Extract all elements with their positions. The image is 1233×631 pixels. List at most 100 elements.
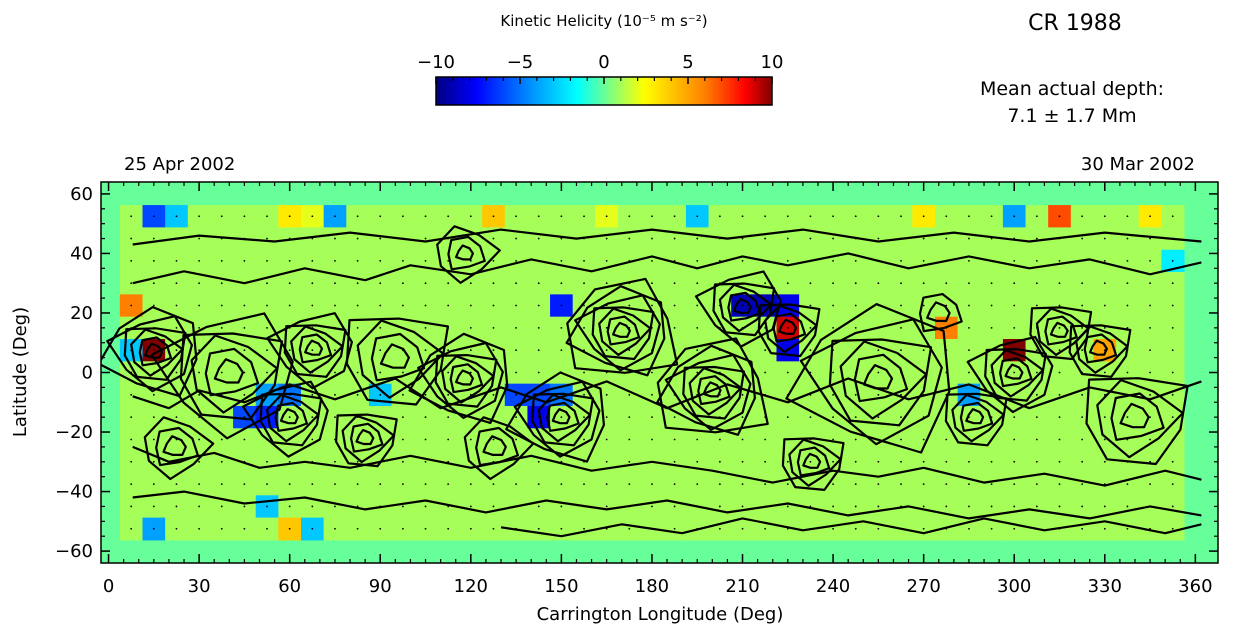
grid-dot	[1058, 371, 1061, 374]
grid-dot	[900, 326, 902, 329]
contour-line	[132, 228, 1202, 246]
grid-dot	[696, 259, 699, 262]
grid-dot	[854, 505, 857, 508]
grid-dot	[1013, 416, 1016, 419]
grid-dot	[809, 282, 812, 285]
grid-dot	[220, 304, 223, 307]
grid-dot	[968, 527, 970, 530]
grid-dot	[334, 505, 336, 508]
contour-ring	[143, 416, 215, 481]
grid-dot	[1149, 259, 1151, 262]
grid-dot	[152, 304, 155, 307]
grid-dot	[334, 527, 336, 530]
grid-dot	[583, 304, 585, 307]
grid-dot	[764, 438, 767, 441]
grid-dot	[266, 349, 268, 352]
grid-dot	[130, 215, 133, 218]
grid-dot	[741, 505, 744, 508]
grid-dot	[990, 326, 993, 329]
x-axis: 0 30 60 90 120 150 180 210 240 270 300 330 360	[103, 182, 1213, 597]
colorbar-tick-label: −10	[417, 52, 455, 73]
grid-dot	[764, 483, 767, 486]
contour-ring	[656, 337, 769, 434]
grid-dot	[809, 416, 812, 419]
contour-ring	[213, 358, 244, 384]
grid-dot	[447, 259, 450, 262]
grid-dot	[583, 393, 585, 396]
x-tick-label: 360	[1178, 576, 1212, 597]
grid-dot	[1035, 282, 1038, 285]
grid-dot	[673, 326, 676, 329]
contour-ring	[283, 324, 347, 378]
grid-dot	[379, 371, 382, 374]
grid-dot	[1058, 215, 1061, 218]
grid-dot	[152, 483, 155, 486]
grid-dot	[492, 505, 495, 508]
contour-ring	[150, 312, 294, 440]
grid-dot	[424, 460, 427, 463]
grid-dot	[900, 259, 902, 262]
grid-dot	[583, 416, 585, 419]
grid-dot	[718, 527, 721, 530]
contour-ring	[926, 301, 951, 323]
grid-dot	[651, 505, 653, 508]
contour-ring	[1083, 333, 1118, 364]
grid-dot	[334, 371, 336, 374]
grid-dot	[424, 505, 427, 508]
grid-dot	[1081, 393, 1084, 396]
grid-dot	[832, 371, 834, 374]
grid-dot	[628, 460, 631, 463]
grid-dot	[492, 527, 495, 530]
grid-dot	[152, 527, 155, 530]
grid-dot	[243, 371, 246, 374]
grid-dot	[786, 282, 789, 285]
grid-dot	[786, 215, 789, 218]
grid-dot	[469, 505, 472, 508]
contour-ring	[727, 291, 761, 322]
contour-ring	[279, 408, 299, 425]
grid-dot	[1103, 215, 1106, 218]
grid-dot	[424, 416, 427, 419]
x-axis-label: Carrington Longitude (Deg)	[537, 604, 784, 625]
grid-dot	[1035, 215, 1038, 218]
grid-dot	[1126, 483, 1129, 486]
grid-dot	[401, 416, 404, 419]
grid-dot	[1035, 393, 1038, 396]
grid-dot	[515, 326, 518, 329]
contour-ring	[788, 438, 842, 487]
grid-dot	[311, 393, 314, 396]
grid-dot	[334, 416, 336, 419]
contour-ring	[664, 353, 752, 431]
contour-ring	[778, 318, 798, 335]
grid-dot	[1081, 326, 1084, 329]
grid-dot	[1058, 416, 1061, 419]
x-tick-label: 240	[816, 576, 850, 597]
grid-dot	[220, 215, 223, 218]
depth-label: Mean actual depth:	[980, 78, 1164, 100]
grid-dot	[1171, 416, 1174, 419]
grid-dot	[1171, 259, 1174, 262]
grid-dot	[696, 438, 699, 441]
grid-dot	[786, 259, 789, 262]
grid-dot	[469, 326, 472, 329]
contour-ring	[1088, 339, 1109, 356]
contour-ring	[266, 393, 320, 443]
grid-dot	[492, 304, 495, 307]
contour-ring	[379, 343, 410, 369]
grid-dot	[560, 259, 563, 262]
grid-dot	[605, 237, 608, 240]
grid-dot	[651, 259, 653, 262]
grid-dot	[266, 371, 268, 374]
grid-dot	[1081, 505, 1084, 508]
grid-dot	[266, 460, 268, 463]
grid-dot	[696, 304, 699, 307]
grid-dot	[1058, 460, 1061, 463]
grid-dot	[537, 304, 540, 307]
grid-dot	[900, 215, 902, 218]
contour-ring	[355, 428, 375, 446]
grid-dot	[1149, 215, 1151, 218]
grid-dot	[877, 483, 880, 486]
grid-dot	[1149, 371, 1151, 374]
colorbar-label: Kinetic Helicity (10⁻⁵ m s⁻²)	[500, 12, 707, 30]
contour-line	[132, 445, 1202, 487]
